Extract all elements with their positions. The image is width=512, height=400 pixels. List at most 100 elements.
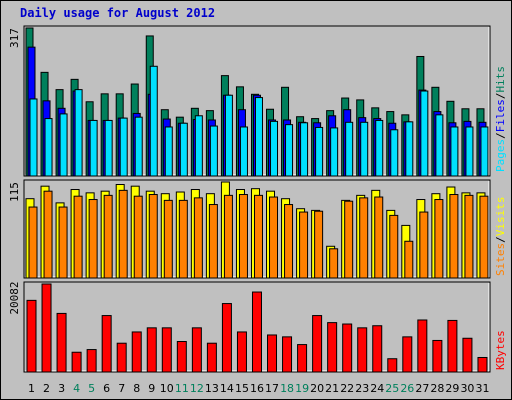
kbytes-ymax-label: 20082: [8, 281, 21, 314]
pages-bar-4: [74, 89, 83, 177]
sites-bar-1: [28, 206, 38, 279]
sites-bar-29: [449, 194, 459, 279]
sites-bar-2: [43, 190, 53, 279]
kbytes-bar-9: [146, 327, 157, 373]
kbytes-bar-28: [432, 339, 443, 373]
kbytes-bar-8: [131, 331, 142, 373]
legend-hits-pages: Pages: [494, 139, 507, 172]
pages-bar-19: [300, 122, 309, 177]
day-label-21: 21: [325, 382, 339, 395]
sites-bar-6: [103, 194, 113, 279]
pages-bar-30: [465, 126, 474, 177]
kbytes-bar-13: [206, 342, 217, 373]
day-label-27: 27: [415, 382, 429, 395]
visits-ymax-label: 115: [8, 182, 21, 202]
day-label-17: 17: [265, 382, 279, 395]
pages-bar-13: [209, 125, 218, 177]
pages-bar-1: [29, 98, 38, 177]
day-label-7: 7: [118, 382, 125, 395]
sites-bar-13: [208, 204, 218, 279]
pages-bar-20: [315, 126, 324, 177]
legend-hits: Pages/Files/Hits: [494, 66, 507, 172]
legend-hits-separator: /: [494, 132, 507, 139]
sites-bar-5: [88, 199, 98, 279]
day-label-9: 9: [148, 382, 155, 395]
sites-bar-22: [344, 200, 354, 279]
pages-bar-11: [179, 122, 188, 177]
pages-bar-7: [119, 117, 128, 177]
kbytes-bar-21: [327, 322, 338, 373]
sites-bar-21: [329, 248, 339, 279]
kbytes-bar-22: [342, 323, 353, 373]
pages-bar-12: [194, 115, 203, 177]
kbytes-bar-4: [71, 351, 82, 373]
day-label-22: 22: [340, 382, 354, 395]
kbytes-bar-6: [101, 315, 112, 373]
day-label-5: 5: [88, 382, 95, 395]
day-label-16: 16: [250, 382, 264, 395]
sites-bar-24: [374, 196, 384, 279]
sites-bar-18: [284, 204, 294, 279]
sites-bar-17: [269, 196, 279, 279]
day-label-20: 20: [310, 382, 324, 395]
sites-bar-4: [73, 195, 83, 279]
day-label-26: 26: [400, 382, 414, 395]
sites-bar-28: [434, 199, 444, 279]
kbytes-bar-10: [161, 327, 172, 373]
pages-bar-18: [285, 124, 294, 177]
day-label-29: 29: [445, 382, 459, 395]
pages-bar-2: [44, 118, 53, 177]
sites-bar-10: [163, 199, 173, 279]
day-label-18: 18: [280, 382, 294, 395]
day-label-11: 11: [175, 382, 189, 395]
legend-visits-sites: Sites: [494, 243, 507, 276]
kbytes-bar-19: [297, 344, 308, 373]
kbytes-bar-14: [221, 303, 232, 373]
day-label-31: 31: [475, 382, 489, 395]
kbytes-bar-31: [477, 356, 488, 373]
pages-bar-6: [104, 119, 113, 177]
pages-bar-17: [270, 120, 279, 177]
kbytes-bar-20: [312, 315, 323, 373]
pages-bar-5: [89, 119, 98, 177]
pages-bar-23: [360, 121, 369, 177]
sites-bar-19: [299, 211, 309, 279]
legend-visits: Sites/Visits: [494, 197, 507, 277]
kbytes-bar-1: [26, 299, 37, 373]
hits-ymax-label: 317: [8, 28, 21, 48]
legend-visits-separator: /: [494, 236, 507, 243]
day-label-10: 10: [160, 382, 174, 395]
day-label-24: 24: [370, 382, 384, 395]
sites-bar-26: [404, 240, 414, 279]
kbytes-bar-24: [372, 325, 383, 373]
legend-visits-visits: Visits: [494, 197, 507, 237]
pages-bar-24: [375, 119, 384, 177]
sites-bar-8: [133, 195, 143, 279]
day-label-3: 3: [58, 382, 65, 395]
pages-bar-15: [239, 126, 248, 177]
pages-bar-22: [345, 121, 354, 177]
sites-bar-12: [193, 197, 203, 279]
pages-bar-9: [149, 65, 158, 177]
day-label-6: 6: [103, 382, 110, 395]
legend-hits-separator: /: [494, 93, 507, 100]
day-label-12: 12: [190, 382, 204, 395]
kbytes-bar-2: [41, 283, 52, 373]
pages-bar-16: [254, 97, 263, 177]
kbytes-bar-16: [251, 291, 262, 373]
day-label-15: 15: [235, 382, 249, 395]
day-label-13: 13: [205, 382, 219, 395]
pages-bar-3: [59, 113, 68, 177]
pages-bar-27: [420, 90, 429, 177]
kbytes-bar-12: [191, 327, 202, 373]
sites-bar-14: [223, 194, 233, 279]
day-label-14: 14: [220, 382, 234, 395]
sites-bar-30: [464, 194, 474, 279]
pages-bar-8: [134, 116, 143, 177]
pages-bar-29: [450, 126, 459, 177]
kbytes-bar-11: [176, 341, 187, 373]
pages-bar-10: [164, 126, 173, 177]
sites-bar-20: [314, 210, 324, 279]
sites-bar-27: [419, 211, 429, 279]
